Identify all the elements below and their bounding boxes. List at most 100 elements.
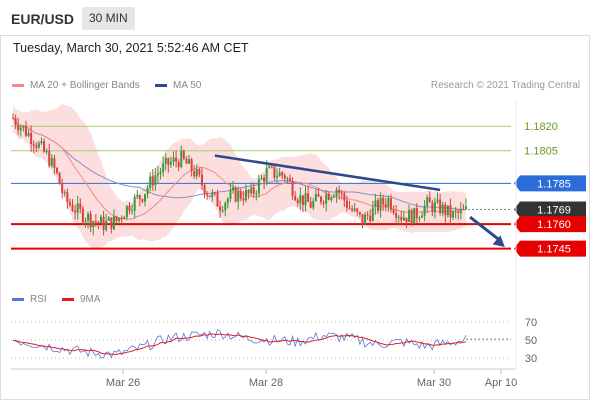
- x-tick-label: Mar 30: [417, 377, 451, 389]
- level-tag-1-1745: [514, 240, 586, 257]
- candle-body: [32, 144, 35, 146]
- candle-body: [37, 143, 40, 148]
- level-label: 1.1785: [537, 178, 571, 190]
- candle-body: [237, 191, 240, 202]
- candle-body: [188, 159, 191, 164]
- candle-body: [389, 198, 392, 210]
- candle-body: [92, 221, 95, 228]
- candle-body: [177, 161, 180, 168]
- candle-body: [136, 195, 139, 197]
- candle-body: [260, 177, 263, 180]
- candle-body: [420, 215, 423, 218]
- candle-body: [294, 196, 297, 201]
- candle-body: [56, 168, 59, 173]
- candle-body: [97, 221, 100, 223]
- timeframe-badge[interactable]: 30 MIN: [82, 7, 135, 30]
- level-label: 1.1760: [537, 219, 571, 231]
- candle-body: [325, 194, 328, 204]
- candle-body: [317, 193, 320, 197]
- candle-body: [263, 177, 266, 182]
- candle-body: [74, 210, 77, 213]
- chart-header: EUR/USD 30 MIN: [0, 0, 590, 36]
- candle-body: [369, 215, 372, 221]
- legend-rsi: RSI: [12, 294, 47, 305]
- candle-body: [431, 202, 434, 212]
- candle-body: [105, 220, 108, 230]
- candle-body: [281, 172, 284, 176]
- candle-body: [265, 167, 268, 182]
- chart-datetime: Tuesday, March 30, 2021 5:52:46 AM CET: [13, 41, 249, 55]
- candle-body: [338, 189, 341, 193]
- candle-body: [247, 190, 250, 194]
- ma9-swatch: [62, 298, 74, 301]
- candle-body: [439, 199, 442, 214]
- candle-body: [151, 176, 154, 186]
- candle-body: [252, 187, 255, 194]
- candle-body: [208, 195, 211, 197]
- candle-body: [301, 195, 304, 206]
- candle-body: [40, 141, 43, 144]
- candle-body: [340, 192, 343, 194]
- candle-body: [415, 207, 418, 219]
- candle-body: [61, 184, 64, 193]
- candle-body: [154, 175, 157, 186]
- candle-body: [81, 208, 84, 223]
- candle-body: [413, 207, 416, 224]
- candle-body: [465, 206, 467, 210]
- candle-body: [221, 210, 224, 212]
- candle-body: [296, 200, 299, 204]
- candle-body: [203, 185, 206, 195]
- candle-body: [118, 217, 121, 222]
- legend-ma20: MA 20 + Bollinger Bands: [12, 80, 140, 91]
- candle-body: [50, 158, 53, 166]
- candle-body: [35, 145, 38, 148]
- candle-body: [384, 204, 387, 207]
- candle-body: [156, 173, 159, 176]
- candle-body: [286, 178, 289, 180]
- candle-body: [366, 214, 369, 216]
- legend-ma50: MA 50: [155, 80, 201, 91]
- candle-body: [24, 126, 27, 136]
- candle-body: [348, 207, 351, 209]
- candle-body: [87, 213, 90, 221]
- candle-body: [180, 150, 183, 168]
- ma50-swatch: [155, 84, 167, 87]
- candle-body: [395, 212, 398, 218]
- candle-body: [288, 178, 291, 182]
- candle-body: [433, 202, 436, 212]
- candle-body: [234, 187, 237, 202]
- candle-body: [387, 198, 390, 207]
- candle-body: [335, 189, 338, 197]
- candle-body: [115, 216, 118, 222]
- candle-body: [14, 118, 17, 125]
- candle-body: [291, 181, 294, 197]
- candle-body: [89, 213, 92, 228]
- candle-body: [268, 166, 271, 168]
- candle-body: [299, 195, 302, 204]
- candle-body: [131, 210, 134, 212]
- candle-body: [76, 203, 79, 213]
- candle-body: [144, 194, 147, 202]
- candle-body: [128, 205, 131, 211]
- level-tag-1-1785: [514, 175, 586, 192]
- forecast-arrow-line: [469, 215, 502, 243]
- candle-body: [185, 158, 188, 164]
- candle-body: [444, 204, 447, 216]
- candle-body: [361, 214, 364, 225]
- rsi-tick-label: 30: [525, 353, 537, 365]
- candle-body: [30, 133, 33, 145]
- legend-ma20-label: MA 20 + Bollinger Bands: [30, 80, 140, 91]
- credit-text: Research © 2021 Trading Central: [430, 80, 580, 91]
- candle-body: [428, 197, 431, 203]
- candle-body: [371, 207, 374, 221]
- candle-body: [364, 214, 367, 225]
- candle-body: [330, 197, 333, 200]
- candle-body: [200, 174, 203, 186]
- candle-body: [278, 172, 281, 177]
- candle-body: [68, 202, 71, 206]
- candle-body: [17, 124, 20, 131]
- candle-body: [123, 217, 126, 219]
- candle-body: [102, 216, 105, 230]
- candle-body: [71, 205, 74, 211]
- candle-body: [392, 209, 395, 213]
